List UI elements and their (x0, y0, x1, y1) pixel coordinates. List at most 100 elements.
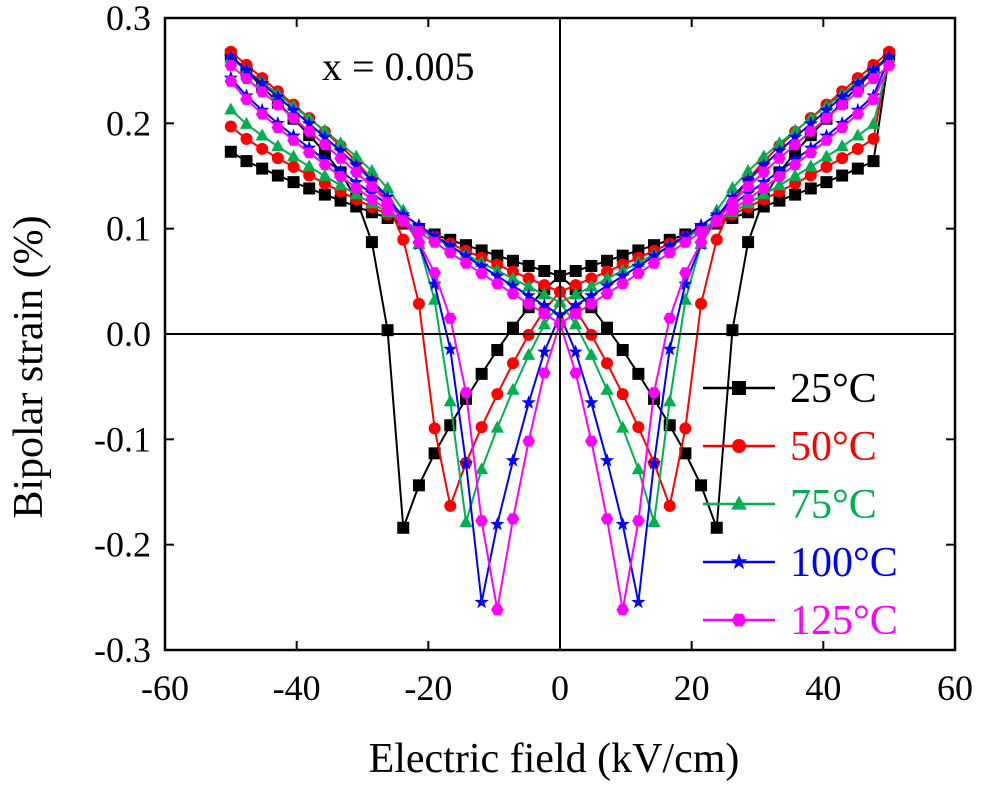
data-point (490, 516, 505, 531)
data-point (647, 257, 661, 269)
data-point (820, 112, 833, 124)
data-point (505, 453, 521, 467)
data-point (365, 163, 379, 176)
data-point (788, 123, 802, 136)
legend-item: 125°C (703, 598, 898, 644)
data-point (835, 89, 850, 103)
data-point (600, 382, 614, 395)
data-point (616, 344, 629, 357)
data-point (443, 238, 458, 252)
data-point (380, 181, 395, 194)
data-point (256, 162, 269, 175)
data-point (788, 168, 802, 181)
data-point (820, 176, 833, 189)
data-point (679, 236, 692, 248)
data-point (318, 139, 332, 151)
data-point (773, 171, 786, 182)
data-point (537, 344, 552, 358)
data-point (522, 259, 535, 272)
data-point (255, 76, 270, 90)
data-point (287, 112, 300, 124)
data-point (287, 160, 300, 173)
data-point (349, 182, 363, 194)
data-point (646, 455, 662, 470)
data-point (521, 288, 536, 302)
data-point (490, 268, 505, 283)
data-point (491, 604, 504, 616)
data-point (506, 271, 520, 284)
data-point (443, 394, 457, 407)
series-125CC (224, 60, 896, 616)
x-tick-label: -60 (141, 668, 189, 708)
data-point (632, 367, 645, 380)
data-point (616, 420, 630, 433)
data-point (349, 157, 364, 172)
data-point (459, 257, 473, 269)
data-point (600, 271, 614, 284)
data-point (804, 125, 818, 137)
data-point (647, 387, 661, 398)
data-point (255, 86, 269, 98)
data-point (302, 159, 316, 172)
data-point (679, 267, 692, 279)
data-point (569, 279, 582, 292)
data-point (742, 236, 755, 249)
data-point (804, 147, 818, 159)
data-point (741, 163, 755, 176)
data-point (475, 268, 488, 279)
data-point (303, 182, 316, 195)
data-point (741, 172, 756, 187)
data-point (506, 321, 519, 334)
data-point (788, 129, 803, 144)
data-point (271, 152, 284, 165)
data-point (867, 94, 880, 105)
y-tick-label: 0.3 (106, 0, 151, 38)
data-point (663, 247, 676, 259)
data-point (632, 515, 645, 527)
data-point (835, 122, 849, 133)
data-point (364, 185, 379, 200)
data-point (506, 513, 520, 525)
data-point (632, 421, 645, 434)
legend-marker (731, 613, 747, 627)
data-point (505, 278, 521, 292)
data-point (334, 194, 347, 207)
legend-marker (732, 439, 746, 453)
data-point (836, 169, 849, 182)
data-point (271, 139, 285, 152)
x-tick-label: 40 (805, 668, 841, 708)
data-point (381, 196, 394, 208)
data-point (850, 76, 865, 90)
data-point (459, 515, 473, 528)
data-point (647, 515, 661, 528)
data-point (788, 159, 802, 171)
data-point (772, 178, 787, 191)
x-tick-label: -40 (273, 668, 321, 708)
data-point (819, 149, 834, 162)
data-point (428, 267, 441, 279)
data-point (851, 86, 865, 98)
data-point (741, 185, 756, 200)
data-point (491, 249, 504, 262)
data-point (773, 152, 786, 164)
data-point (679, 447, 692, 460)
y-tick-label: -0.3 (94, 630, 151, 670)
data-point (756, 157, 771, 172)
data-point (255, 128, 269, 141)
data-point (538, 308, 551, 320)
data-point (569, 265, 582, 278)
data-point (772, 136, 787, 149)
data-point (803, 116, 818, 130)
data-point (286, 102, 301, 117)
data-point (474, 594, 489, 609)
data-point (286, 149, 301, 162)
data-point (365, 181, 379, 192)
data-point (302, 125, 316, 137)
data-point (804, 169, 817, 182)
data-point (491, 388, 504, 401)
data-point (726, 204, 739, 216)
data-point (835, 99, 849, 111)
data-point (741, 193, 755, 205)
data-point (256, 142, 269, 155)
